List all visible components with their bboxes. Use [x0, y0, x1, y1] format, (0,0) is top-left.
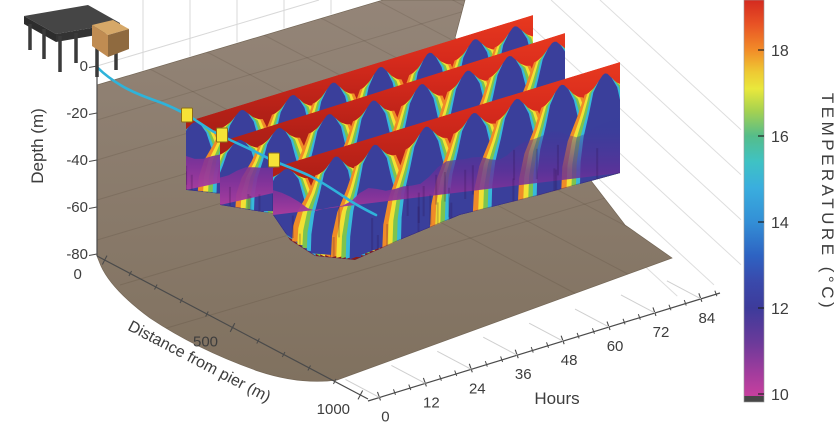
hours-tick-label: 36: [515, 366, 532, 383]
distance-tick-label: 0: [73, 266, 81, 283]
colorbar-gradient: [744, 0, 764, 396]
hours-axis-label: Hours: [534, 389, 579, 408]
hours-tick-label: 60: [607, 338, 624, 355]
scene-render: 0 -20 -40 -60 -80 0 500 1000 0 12 24 36 48 60 72 84 18 16…: [24, 0, 789, 425]
hours-tick-label: 84: [699, 310, 716, 327]
hours-tick-label: 12: [423, 394, 440, 411]
depth-tick-label: -80: [66, 246, 88, 263]
hours-tick-label: 48: [561, 352, 578, 369]
distance-tick-label: 1000: [317, 401, 350, 418]
pier-icon: [24, 5, 129, 77]
depth-axis-label: Depth (m): [28, 108, 47, 184]
hours-tick-label: 72: [653, 324, 670, 341]
sensor-marker-3: [268, 152, 280, 168]
sensor-marker-1: [181, 107, 193, 123]
colorbar-tick-label: 18: [771, 43, 789, 60]
colorbar: 18 16 14 12 10: [743, 0, 789, 404]
depth-tick-label: -20: [66, 105, 88, 122]
temperature-curtain-3: [273, 62, 620, 260]
distance-tick-label: 500: [193, 334, 218, 351]
colorbar-label: TEMPERATURE (°C): [818, 93, 837, 311]
colorbar-tick-label: 12: [771, 301, 789, 318]
depth-tick-label: 0: [80, 58, 88, 75]
tick-labels: 0 -20 -40 -60 -80 0 500 1000 0 12 24 36 48 60 72 84: [66, 58, 715, 425]
hours-tick-label: 24: [469, 380, 486, 397]
colorbar-tick-label: 14: [771, 215, 789, 232]
depth-tick-label: -60: [66, 199, 88, 216]
colorbar-tick-label: 16: [771, 129, 789, 146]
hours-tick-label: 0: [381, 408, 389, 425]
sensor-marker-2: [216, 127, 228, 143]
colorbar-tick-label: 10: [771, 387, 789, 404]
colorbar-below-range-cap: [744, 396, 764, 402]
depth-tick-label: -40: [66, 152, 88, 169]
